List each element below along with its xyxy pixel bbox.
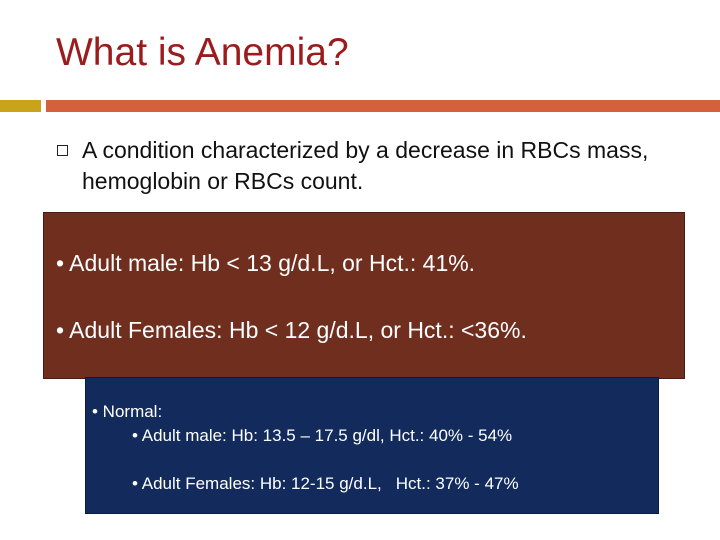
accent-bar-left bbox=[0, 100, 41, 112]
criteria-box: • Adult male: Hb < 13 g/d.L, or Hct.: 41… bbox=[43, 212, 685, 379]
accent-bar-right bbox=[46, 100, 720, 112]
normal-heading: • Normal: bbox=[92, 402, 163, 421]
definition-text: A condition characterized by a decrease … bbox=[82, 137, 649, 194]
square-bullet-icon bbox=[57, 145, 68, 156]
criteria-female: • Adult Females: Hb < 12 g/d.L, or Hct.:… bbox=[56, 317, 527, 343]
slide-title: What is Anemia? bbox=[56, 31, 349, 74]
criteria-male: • Adult male: Hb < 13 g/d.L, or Hct.: 41… bbox=[56, 250, 476, 276]
normal-male: • Adult male: Hb: 13.5 – 17.5 g/dl, Hct.… bbox=[132, 426, 513, 445]
normal-female-hb: • Adult Females: Hb: 12-15 g/d.L, bbox=[132, 474, 382, 493]
normal-female: • Adult Females: Hb: 12-15 g/d.L, Hct.: 3… bbox=[132, 474, 519, 494]
normal-female-hct: Hct.: 37% - 47% bbox=[395, 474, 519, 493]
normal-values-box: • Normal: • Adult male: Hb: 13.5 – 17.5 … bbox=[85, 377, 659, 514]
